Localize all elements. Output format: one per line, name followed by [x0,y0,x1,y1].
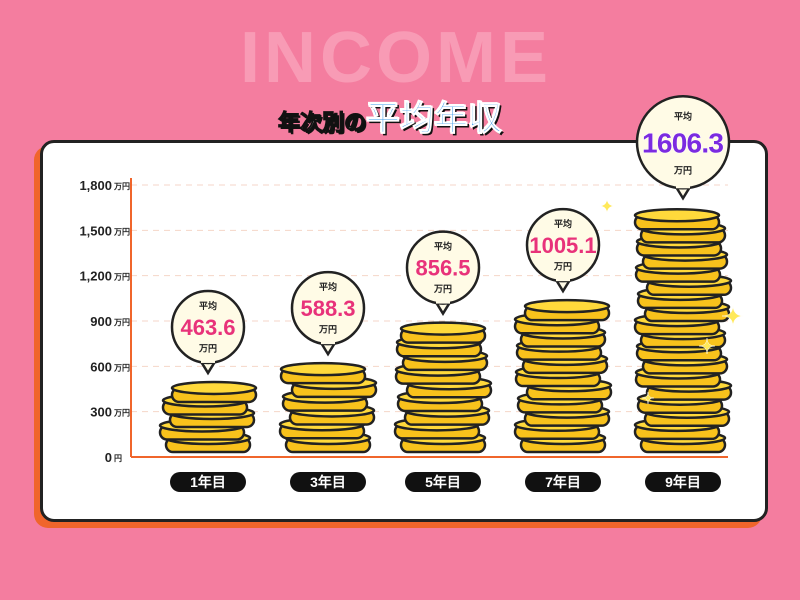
value-label: 588.3 [300,296,355,321]
y-tick-unit: 万円 [113,318,130,327]
coin-stack [278,361,378,454]
y-tick-unit: 万円 [113,182,130,191]
bubble-unit: 万円 [433,284,452,294]
category-label: 7年目 [545,474,581,490]
coin-top [633,208,721,223]
value-label: 463.6 [180,315,235,340]
bubble-prefix: 平均 [674,110,692,121]
title-main: 平均年収 [366,99,503,139]
value-label: 1005.1 [529,233,596,258]
y-tick-unit: 万円 [113,409,130,418]
category-label: 5年目 [425,474,461,490]
bubble-tail-mask [556,275,570,282]
category-label: 9年目 [665,474,701,490]
coin-top [399,321,487,336]
bubble-tail-mask [321,338,335,345]
coin-top [279,361,367,377]
bubble-tail-mask [436,297,450,304]
bubble-unit: 万円 [553,262,572,272]
bubble-tail-mask [201,356,215,363]
bubble-prefix: 平均 [434,241,452,252]
value-label: 856.5 [415,256,470,281]
coin-stack [513,298,613,454]
y-tick-label: 0 [105,450,112,465]
title-prefix: 年次別の [277,111,367,136]
coin-stack [158,380,258,454]
coin-top [523,298,611,314]
bubble-unit: 万円 [198,343,217,353]
y-tick-unit: 万円 [113,363,130,372]
y-tick-unit: 万円 [113,227,130,236]
value-label: 1606.3 [642,127,724,158]
coin-stack [633,208,733,454]
y-tick-label: 1,800 [79,178,112,193]
y-tick-label: 1,200 [79,269,112,284]
bubble-prefix: 平均 [199,300,217,311]
y-tick-label: 900 [90,314,112,329]
background-watermark: INCOME [240,18,552,98]
sparkle-icon [698,337,716,355]
coin-stack [393,321,493,454]
category-pill [645,472,721,492]
sparkle-icon [641,391,655,405]
category-pill [405,472,481,492]
y-tick-unit: 円 [114,454,122,463]
y-tick-label: 300 [90,405,112,420]
y-tick-label: 1,500 [79,223,112,238]
bubble-tail-mask [676,182,690,189]
category-label: 1年目 [190,474,226,490]
category-pill [290,472,366,492]
bubble-unit: 万円 [318,325,337,335]
sparkle-icon [598,197,616,215]
y-tick-unit: 万円 [113,273,130,282]
category-pill [525,472,601,492]
category-label: 3年目 [310,474,346,490]
bubble-unit: 万円 [673,166,692,176]
sparkle-icon [721,304,745,328]
bubble-prefix: 平均 [554,218,572,229]
y-tick-label: 600 [90,359,112,374]
coin-top [170,380,258,396]
chart-title: 年次別の平均年収 [277,99,503,139]
bubble-prefix: 平均 [319,281,337,292]
category-pill [170,472,246,492]
